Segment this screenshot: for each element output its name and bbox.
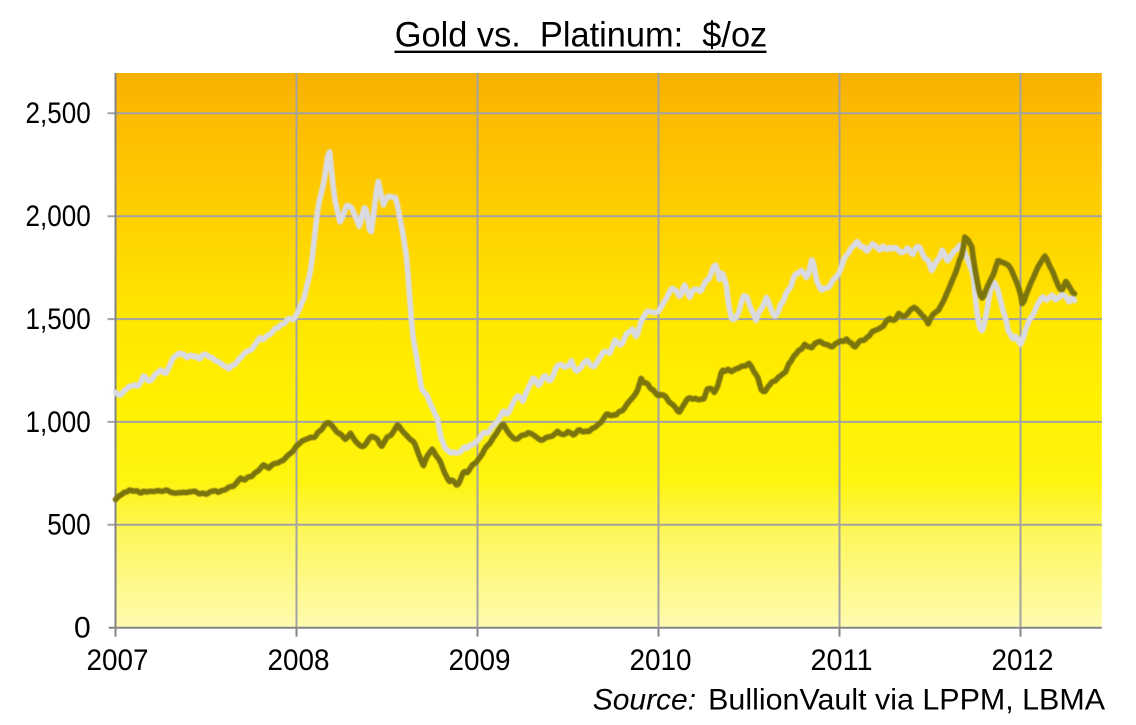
svg-text:2007: 2007 (87, 644, 149, 677)
svg-text:2,000: 2,000 (26, 200, 91, 233)
svg-text:1,500: 1,500 (26, 303, 91, 336)
svg-text:Gold vs. Platinum: $/oz: Gold vs. Platinum: $/oz (395, 14, 768, 54)
svg-text:Source:: Source: (593, 683, 696, 716)
svg-text:1,000: 1,000 (26, 406, 91, 439)
svg-text:500: 500 (47, 509, 91, 542)
svg-text:2010: 2010 (630, 644, 692, 677)
svg-text:2012: 2012 (992, 644, 1054, 677)
svg-text:2009: 2009 (449, 644, 511, 677)
svg-text:BullionVault via LPPM, LBMA: BullionVault via LPPM, LBMA (708, 683, 1105, 716)
svg-text:2,500: 2,500 (26, 97, 91, 130)
svg-text:0: 0 (74, 612, 91, 645)
svg-text:2008: 2008 (268, 644, 330, 677)
svg-text:2011: 2011 (811, 644, 873, 677)
